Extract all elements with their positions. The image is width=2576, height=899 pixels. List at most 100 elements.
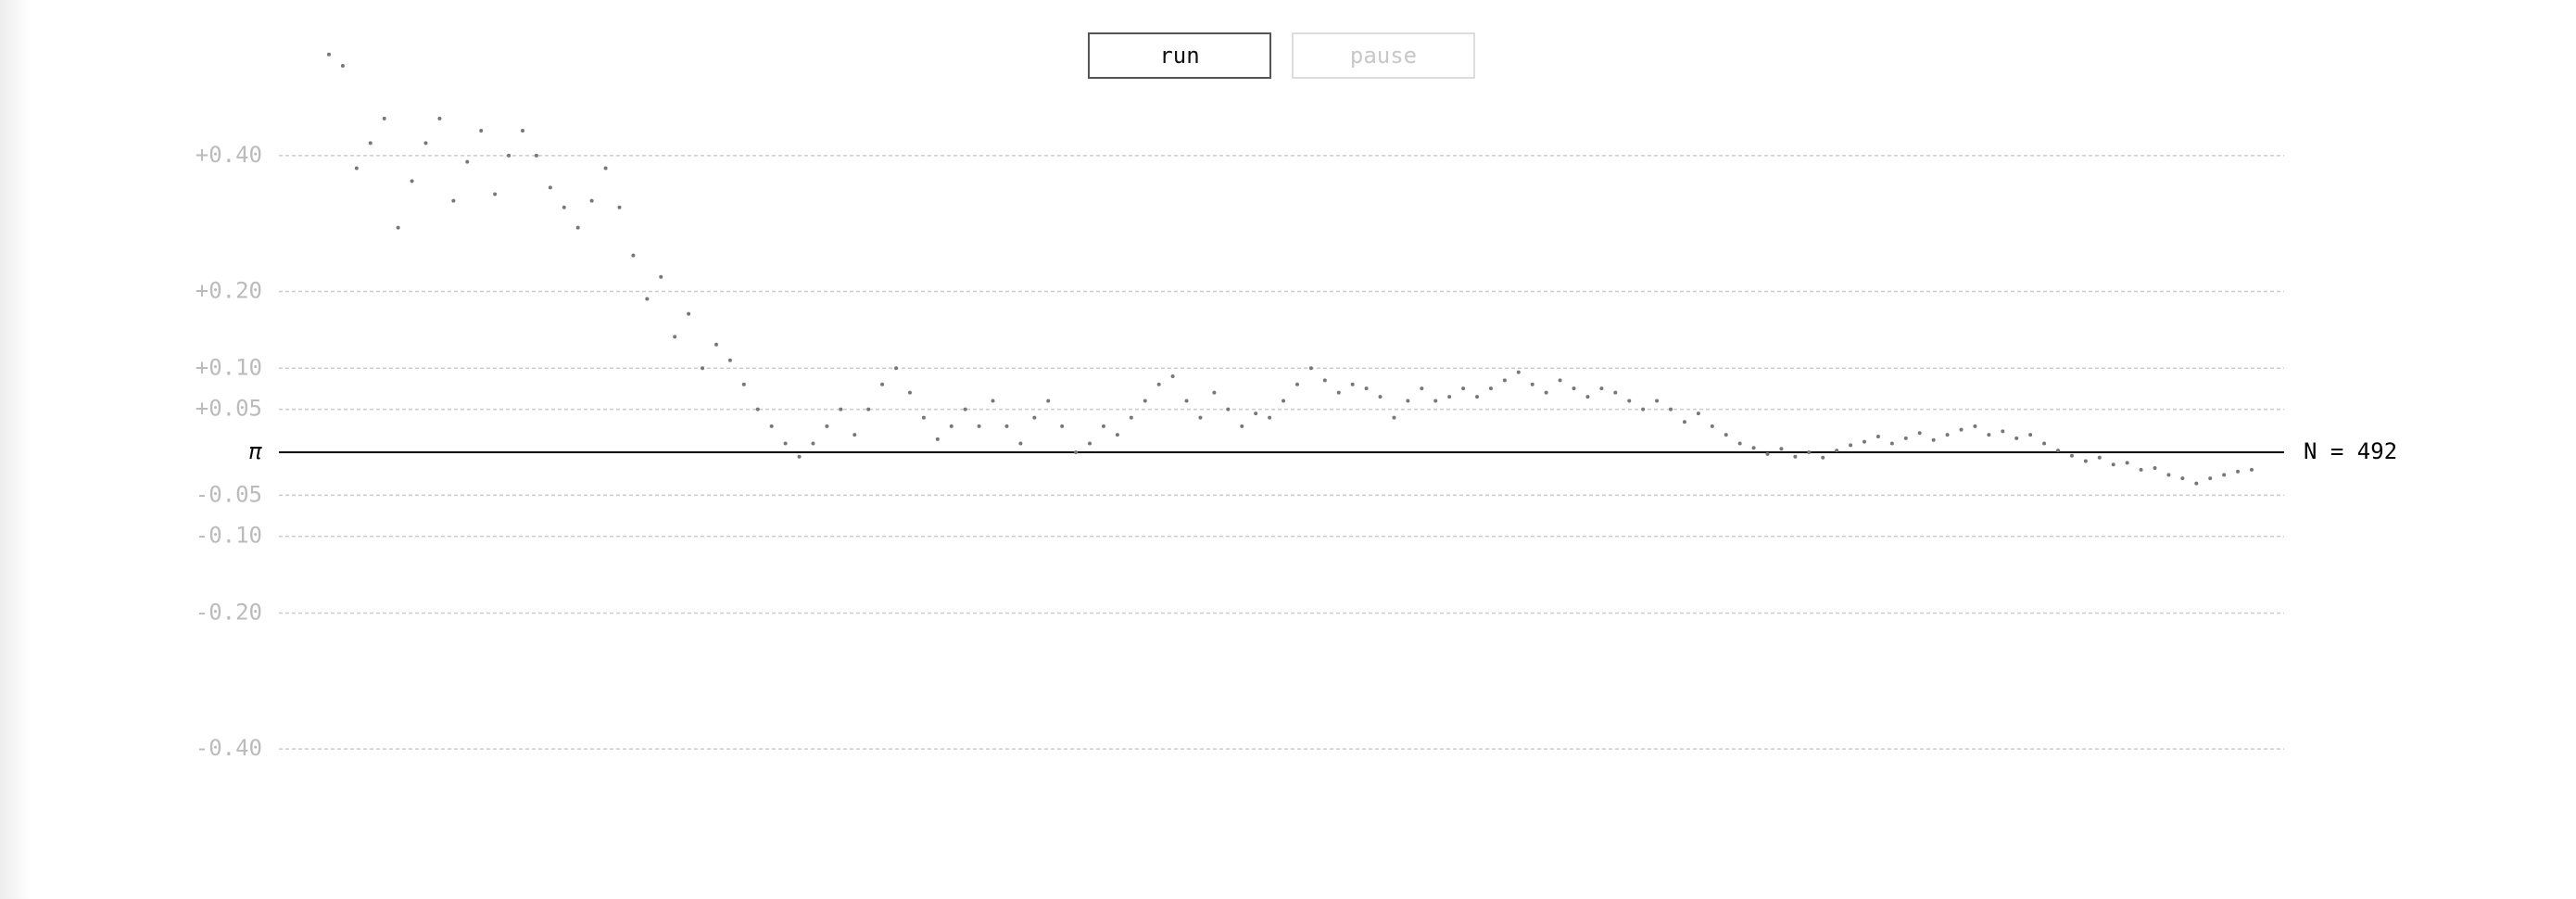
point bbox=[1115, 433, 1119, 437]
point bbox=[1572, 386, 1576, 391]
point bbox=[839, 407, 843, 412]
point bbox=[2014, 436, 2019, 440]
point bbox=[1156, 382, 1161, 386]
point bbox=[2125, 461, 2129, 465]
point bbox=[1129, 415, 1133, 420]
point bbox=[2153, 465, 2157, 470]
point bbox=[2139, 467, 2143, 472]
point bbox=[631, 253, 636, 258]
point bbox=[2083, 459, 2088, 463]
point bbox=[921, 415, 926, 420]
point bbox=[1544, 390, 1548, 395]
point bbox=[534, 153, 538, 158]
point bbox=[1682, 420, 1686, 424]
point bbox=[1212, 390, 1217, 395]
n-label: N = 492 bbox=[2304, 438, 2397, 464]
point bbox=[1018, 441, 1023, 446]
point bbox=[1282, 399, 1286, 403]
point bbox=[1987, 433, 1991, 437]
point bbox=[2042, 441, 2047, 446]
point bbox=[1945, 433, 1950, 437]
point bbox=[1447, 395, 1452, 399]
point bbox=[465, 159, 470, 164]
point bbox=[2250, 467, 2254, 472]
y-tick-label: +0.05 bbox=[196, 396, 262, 422]
point bbox=[783, 441, 788, 446]
point bbox=[382, 116, 386, 120]
y-tick-label: +0.40 bbox=[196, 142, 262, 168]
point bbox=[811, 441, 815, 446]
point bbox=[396, 225, 400, 230]
point bbox=[1613, 390, 1618, 395]
point bbox=[2236, 469, 2241, 474]
point bbox=[825, 424, 829, 428]
point bbox=[727, 358, 732, 362]
point bbox=[1488, 386, 1493, 391]
point bbox=[1751, 446, 1756, 450]
point bbox=[1308, 366, 1313, 371]
point bbox=[1433, 399, 1438, 403]
point bbox=[1849, 443, 1853, 448]
point bbox=[1184, 399, 1189, 403]
run-button[interactable]: run bbox=[1088, 32, 1271, 79]
y-tick-label: -0.40 bbox=[196, 735, 262, 761]
y-tick-label: -0.20 bbox=[196, 599, 262, 625]
point bbox=[1696, 412, 1700, 416]
point bbox=[1060, 424, 1065, 428]
point bbox=[1004, 424, 1009, 428]
point bbox=[1669, 407, 1673, 412]
point bbox=[1088, 441, 1092, 446]
point bbox=[1143, 399, 1147, 403]
point bbox=[2028, 433, 2033, 437]
point bbox=[479, 129, 484, 133]
point bbox=[368, 141, 373, 146]
y-tick-label: -0.10 bbox=[196, 523, 262, 549]
point bbox=[673, 335, 677, 339]
point bbox=[2180, 476, 2185, 481]
point bbox=[562, 205, 566, 209]
point bbox=[451, 198, 456, 203]
point bbox=[1364, 386, 1369, 391]
point bbox=[1198, 415, 1203, 420]
point bbox=[1863, 439, 1867, 444]
y-tick-label: -0.05 bbox=[196, 481, 262, 507]
point bbox=[1516, 370, 1521, 374]
point bbox=[1889, 441, 1894, 446]
point bbox=[1779, 447, 1784, 451]
point bbox=[1461, 386, 1466, 391]
point bbox=[1558, 378, 1562, 383]
edge-shade bbox=[0, 0, 32, 899]
point bbox=[1765, 451, 1770, 456]
point bbox=[713, 342, 718, 347]
point bbox=[1835, 449, 1839, 453]
point bbox=[327, 52, 331, 57]
point bbox=[1032, 415, 1037, 420]
y-tick-label: π bbox=[249, 438, 263, 464]
point bbox=[1336, 390, 1341, 395]
point bbox=[2097, 455, 2102, 460]
point bbox=[977, 424, 981, 428]
point bbox=[1959, 427, 1964, 432]
point bbox=[1392, 415, 1396, 420]
point bbox=[1917, 431, 1922, 436]
point bbox=[1170, 374, 1175, 378]
point bbox=[340, 63, 345, 68]
point bbox=[1420, 386, 1424, 391]
point bbox=[1655, 399, 1660, 403]
point bbox=[2069, 453, 2074, 458]
point bbox=[880, 382, 885, 386]
y-tick-label: +0.20 bbox=[196, 278, 262, 304]
point bbox=[1724, 433, 1728, 437]
point bbox=[2194, 481, 2199, 486]
point bbox=[769, 424, 774, 428]
point bbox=[2111, 462, 2115, 467]
point bbox=[507, 153, 511, 158]
point bbox=[1226, 407, 1231, 412]
point bbox=[1875, 435, 1880, 439]
point bbox=[1254, 412, 1258, 416]
point bbox=[548, 185, 552, 190]
point bbox=[575, 225, 580, 230]
point bbox=[1821, 455, 1825, 460]
point bbox=[589, 198, 594, 203]
point bbox=[755, 407, 760, 412]
